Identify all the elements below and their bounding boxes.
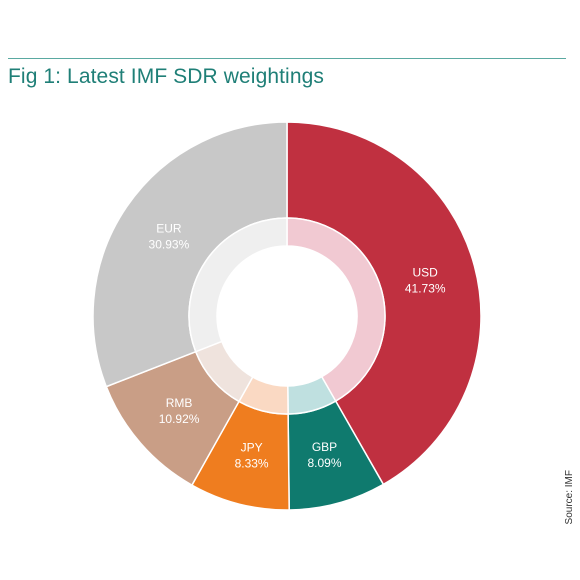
- slice-label-usd: USD: [413, 265, 439, 279]
- slice-label-jpy: JPY: [241, 441, 263, 455]
- chart-title: Fig 1: Latest IMF SDR weightings: [8, 65, 324, 88]
- slice-value-usd: 41.73%: [405, 281, 446, 295]
- slice-value-rmb: 10.92%: [159, 412, 200, 426]
- source-note: Source: IMF: [564, 470, 575, 525]
- top-rule: [8, 58, 566, 59]
- slice-value-gbp: 8.09%: [307, 456, 341, 470]
- slice-value-eur: 30.93%: [149, 237, 190, 251]
- slice-value-jpy: 8.33%: [235, 457, 269, 471]
- slice-label-gbp: GBP: [312, 440, 337, 454]
- donut-hole: [217, 246, 357, 386]
- slice-label-eur: EUR: [156, 221, 182, 235]
- slice-label-rmb: RMB: [166, 396, 193, 410]
